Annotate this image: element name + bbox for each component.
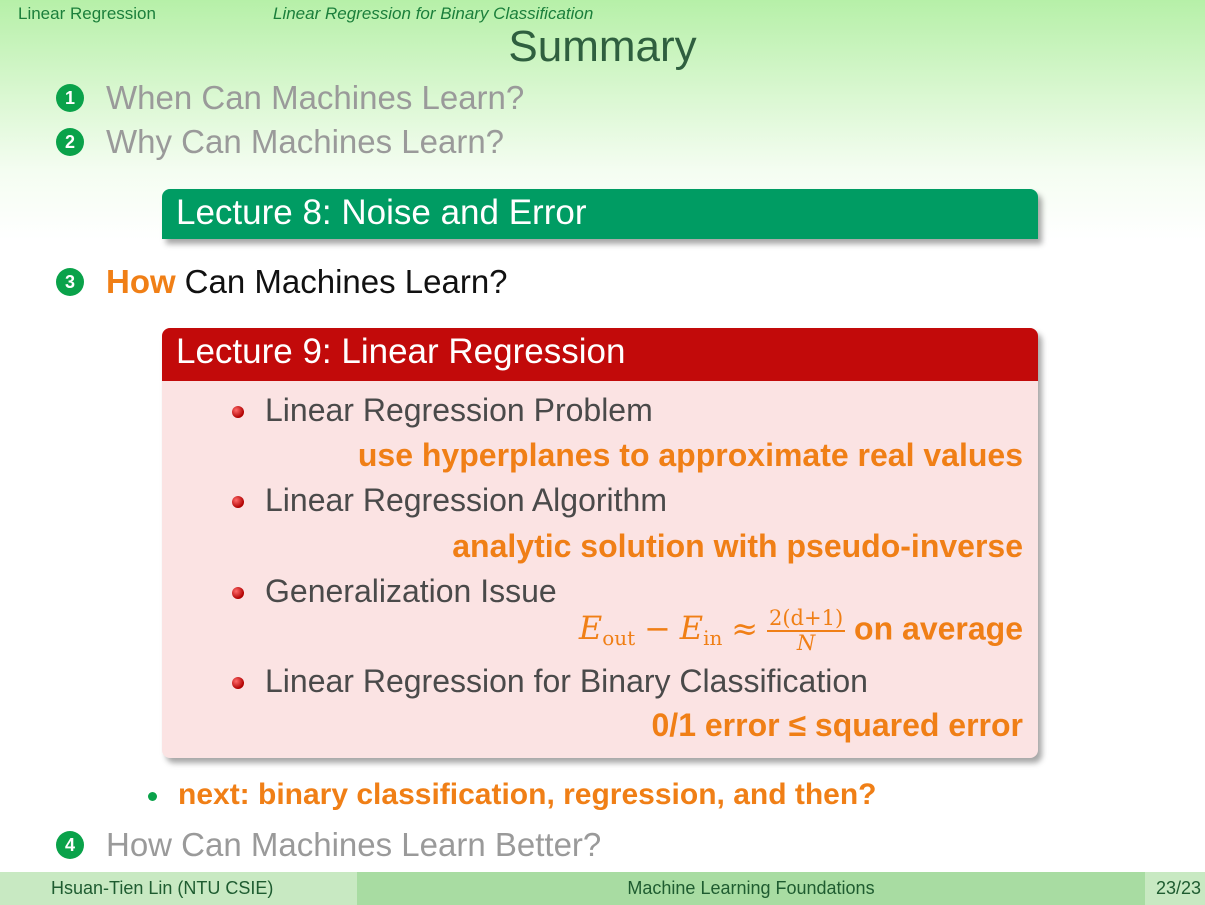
- fraction: 2(d+1) N: [766, 606, 846, 655]
- bullet-icon: [232, 496, 244, 508]
- nav-subsection[interactable]: Linear Regression for Binary Classificat…: [273, 4, 594, 23]
- footer-page-number: 23/23: [1145, 872, 1205, 905]
- item-4-label: Linear Regression for Binary Classificat…: [265, 663, 868, 699]
- toc-number-1-icon: 1: [56, 84, 84, 112]
- lecture-9-title: Lecture 9: Linear Regression: [176, 332, 626, 371]
- next-bullet-icon: [148, 792, 157, 801]
- e-in-symbol: Ein: [679, 609, 723, 651]
- footer-author: Hsuan-Tien Lin (NTU CSIE): [0, 872, 357, 905]
- toc-text-2: Why Can Machines Learn?: [106, 123, 505, 160]
- lecture-8-title: Lecture 8: Noise and Error: [176, 193, 587, 232]
- item-3-label: Generalization Issue: [265, 573, 557, 609]
- lecture-8-block: Lecture 8: Noise and Error: [162, 189, 1038, 239]
- toc-number-3-icon: 3: [56, 268, 84, 296]
- item-3-note: Eout − Ein ≈ 2(d+1) N on average: [579, 608, 1023, 654]
- on-average-text: on average: [854, 610, 1023, 647]
- approx-symbol: ≈: [731, 609, 759, 648]
- toc-number-4-icon: 4: [56, 831, 84, 859]
- lecture-9-header: Lecture 9: Linear Regression: [162, 328, 1038, 381]
- item-1-label: Linear Regression Problem: [265, 392, 653, 428]
- bullet-icon: [232, 587, 244, 599]
- footer-bar: Hsuan-Tien Lin (NTU CSIE) Machine Learni…: [0, 872, 1205, 905]
- slide-title: Summary: [508, 22, 697, 71]
- e-out-symbol: Eout: [578, 609, 636, 651]
- item-2-label: Linear Regression Algorithm: [265, 482, 667, 518]
- lecture-9-block: Lecture 9: Linear Regression: [162, 328, 1038, 758]
- minus-symbol: −: [644, 609, 671, 648]
- toc-item-4: 4 How Can Machines Learn Better?: [56, 826, 601, 864]
- footer-course: Machine Learning Foundations: [357, 872, 1145, 905]
- toc-item-1: 1 When Can Machines Learn?: [56, 79, 524, 117]
- toc-text-3: Can Machines Learn?: [184, 263, 508, 300]
- fraction-numerator: 2(d+1): [766, 606, 846, 632]
- nav-section[interactable]: Linear Regression: [18, 4, 156, 23]
- toc-item-3: 3 How Can Machines Learn?: [56, 263, 508, 301]
- next-text: next: binary classification, regression,…: [178, 778, 877, 811]
- toc-number-2-icon: 2: [56, 128, 84, 156]
- item-2-note: analytic solution with pseudo-inverse: [452, 528, 1023, 564]
- toc-text-4: How Can Machines Learn Better?: [106, 826, 602, 863]
- bullet-icon: [232, 677, 244, 689]
- fraction-denominator: N: [796, 631, 816, 655]
- item-1-note: use hyperplanes to approximate real valu…: [357, 437, 1023, 473]
- item-4-note: 0/1 error ≤ squared error: [651, 707, 1024, 743]
- toc-emphasis-how: How: [106, 263, 176, 300]
- toc-text-1: When Can Machines Learn?: [106, 79, 525, 116]
- toc-item-2: 2 Why Can Machines Learn?: [56, 123, 504, 161]
- bullet-icon: [232, 406, 244, 418]
